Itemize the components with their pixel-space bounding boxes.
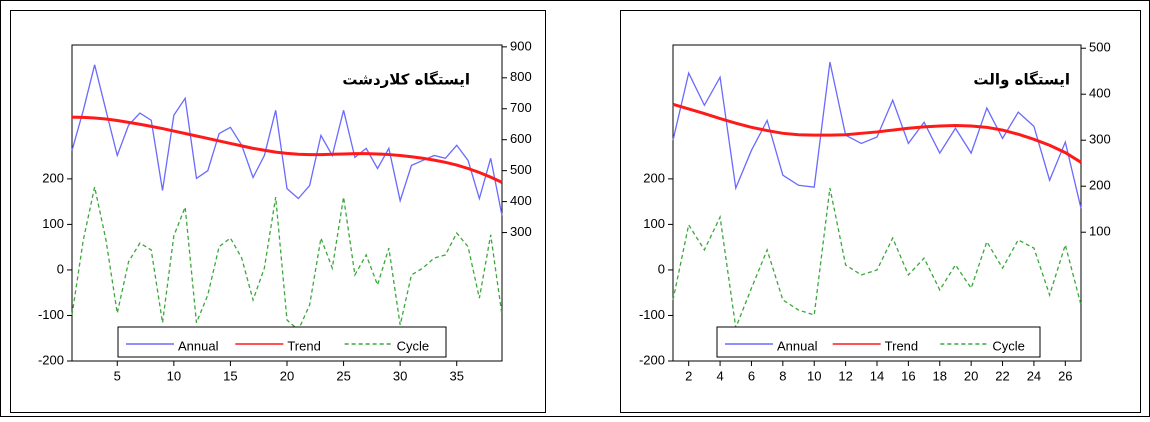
x-tick-label: 6 xyxy=(748,368,755,383)
x-tick-label: 25 xyxy=(336,368,350,383)
x-tick-label: 35 xyxy=(450,368,464,383)
y2-tick-label: 500 xyxy=(510,162,532,177)
x-tick-label: 15 xyxy=(223,368,237,383)
x-tick-label: 20 xyxy=(280,368,294,383)
x-tick-label: 5 xyxy=(114,368,121,383)
legend-label: Trend xyxy=(885,338,918,353)
y-tick-label: 200 xyxy=(643,170,665,185)
x-tick-label: 14 xyxy=(870,368,884,383)
series-line xyxy=(672,187,1082,331)
legend-label: Cycle xyxy=(992,338,1025,353)
panel-title: ایستگاه کلاردشت xyxy=(342,71,470,89)
y2-tick-label: 600 xyxy=(510,131,532,146)
y2-tick-label: 800 xyxy=(510,69,532,84)
y-tick-label: 100 xyxy=(42,216,64,231)
y2-tick-label: 400 xyxy=(1089,86,1111,101)
legend-label: Trend xyxy=(287,338,320,353)
legend-box xyxy=(117,326,447,358)
series-line xyxy=(71,186,503,332)
y2-tick-label: 700 xyxy=(510,100,532,115)
y-tick-label: 100 xyxy=(643,216,665,231)
y2-tick-label: 500 xyxy=(1089,40,1111,55)
x-tick-label: 8 xyxy=(779,368,786,383)
x-tick-label: 26 xyxy=(1058,368,1072,383)
panel-title: ایستگاه والت xyxy=(973,71,1070,89)
series-line xyxy=(672,102,1082,164)
y2-tick-label: 100 xyxy=(1089,224,1111,239)
y-tick-label: 200 xyxy=(42,170,64,185)
y-tick-label: -100 xyxy=(38,307,64,322)
legend-label: Cycle xyxy=(397,338,430,353)
y-tick-label: 0 xyxy=(658,261,665,276)
x-tick-label: 24 xyxy=(1027,368,1041,383)
series-line xyxy=(672,61,1082,209)
x-tick-label: 10 xyxy=(167,368,181,383)
legend-label: Annual xyxy=(178,338,219,353)
y2-tick-label: 900 xyxy=(510,38,532,53)
legend-label: Annual xyxy=(777,338,818,353)
y-tick-label: 0 xyxy=(57,261,64,276)
series-line xyxy=(71,64,503,216)
x-tick-label: 12 xyxy=(838,368,852,383)
y-tick-label: -200 xyxy=(639,352,665,367)
y-tick-label: -200 xyxy=(38,352,64,367)
y2-tick-label: 300 xyxy=(1089,132,1111,147)
x-tick-label: 20 xyxy=(964,368,978,383)
x-tick-label: 2 xyxy=(685,368,692,383)
y2-tick-label: 200 xyxy=(1089,178,1111,193)
x-tick-label: 22 xyxy=(995,368,1009,383)
x-tick-label: 18 xyxy=(933,368,947,383)
x-tick-label: 16 xyxy=(901,368,915,383)
y2-tick-label: 400 xyxy=(510,193,532,208)
y2-tick-label: 300 xyxy=(510,224,532,239)
x-tick-label: 10 xyxy=(807,368,821,383)
series-line xyxy=(71,115,503,184)
y-tick-label: -100 xyxy=(639,307,665,322)
x-tick-label: 4 xyxy=(716,368,723,383)
legend-box xyxy=(716,326,1041,358)
x-tick-label: 30 xyxy=(393,368,407,383)
